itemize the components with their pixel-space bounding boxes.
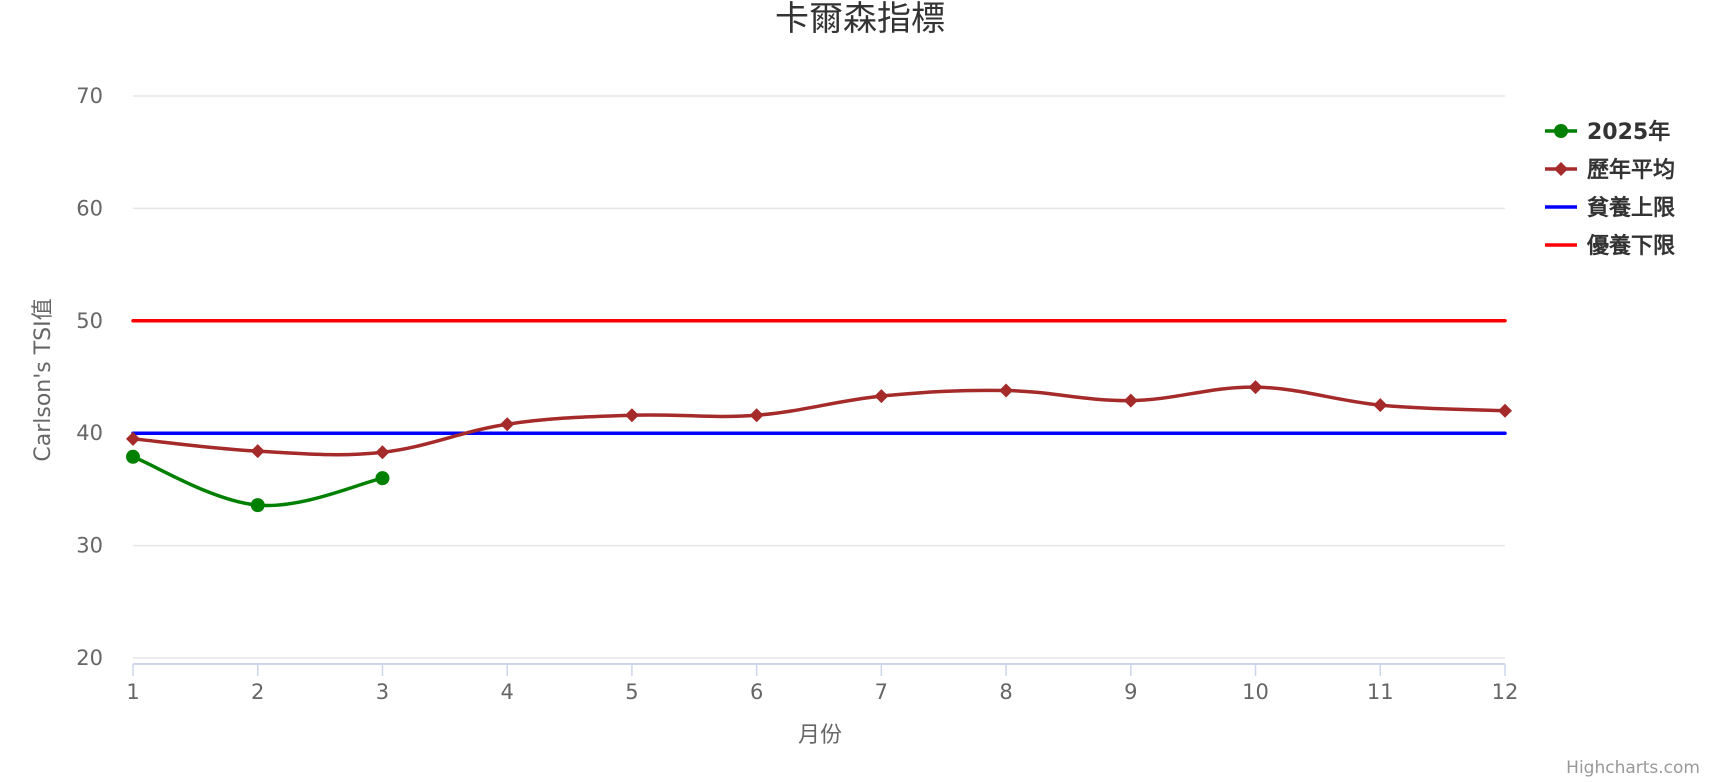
data-point[interactable] [874,389,889,404]
x-tick-label: 2 [251,680,264,704]
grid-lines [133,95,1505,659]
x-tick-label: 4 [500,680,513,704]
legend-marker [1554,124,1568,138]
series-1 [126,380,1512,460]
x-tick-label: 12 [1492,680,1519,704]
y-axis-title: Carlson's TSI值 [31,298,56,461]
data-point[interactable] [1373,398,1388,413]
y-tick-label: 70 [76,84,103,108]
legend-item[interactable]: 貧養上限 [1545,195,1675,221]
data-point[interactable] [126,449,140,464]
legend-label: 貧養上限 [1587,195,1675,221]
legend-item[interactable]: 2025年 [1545,119,1670,145]
x-tick-label: 1 [126,680,139,704]
credits-link[interactable]: Highcharts.com [1566,758,1700,778]
legend-label: 2025年 [1587,119,1670,145]
x-axis: 1 2 3 4 5 6 7 8 9 10 11 12 [126,663,1519,704]
x-tick-label: 8 [999,680,1012,704]
data-point[interactable] [1123,393,1138,408]
y-tick-label: 20 [76,646,103,670]
data-point[interactable] [1248,380,1263,395]
data-point[interactable] [375,445,390,460]
x-tick-label: 9 [1124,680,1137,704]
y-tick-label: 50 [76,309,103,333]
x-tick-label: 7 [875,680,888,704]
data-point[interactable] [250,444,265,459]
legend-marker [1554,162,1568,176]
x-axis-title: 月份 [798,723,842,748]
x-tick-label: 3 [376,680,389,704]
legend-item[interactable]: 歷年平均 [1545,157,1675,183]
data-point[interactable] [624,408,639,423]
chart-title: 卡爾森指標 [775,0,945,39]
series-line[interactable] [131,385,1507,457]
series-0 [126,449,390,513]
x-tick-label: 11 [1367,680,1394,704]
data-point[interactable] [375,471,390,486]
y-tick-label: 40 [76,421,103,445]
data-point[interactable] [749,408,764,423]
y-axis-tick-labels: 20 30 40 50 60 70 [76,84,103,670]
legend-label: 優養下限 [1586,233,1675,259]
y-tick-label: 60 [76,196,103,220]
series-layer [126,319,1512,513]
legend-item[interactable]: 優養下限 [1545,233,1675,259]
y-tick-label: 30 [76,534,103,558]
data-point[interactable] [126,431,140,446]
data-point[interactable] [500,417,515,432]
data-point[interactable] [250,498,265,513]
data-point[interactable] [999,383,1014,398]
legend-label: 歷年平均 [1587,157,1675,183]
data-point[interactable] [1498,403,1512,418]
x-tick-label: 6 [750,680,763,704]
x-tick-label: 10 [1242,680,1269,704]
x-tick-label: 5 [625,680,638,704]
